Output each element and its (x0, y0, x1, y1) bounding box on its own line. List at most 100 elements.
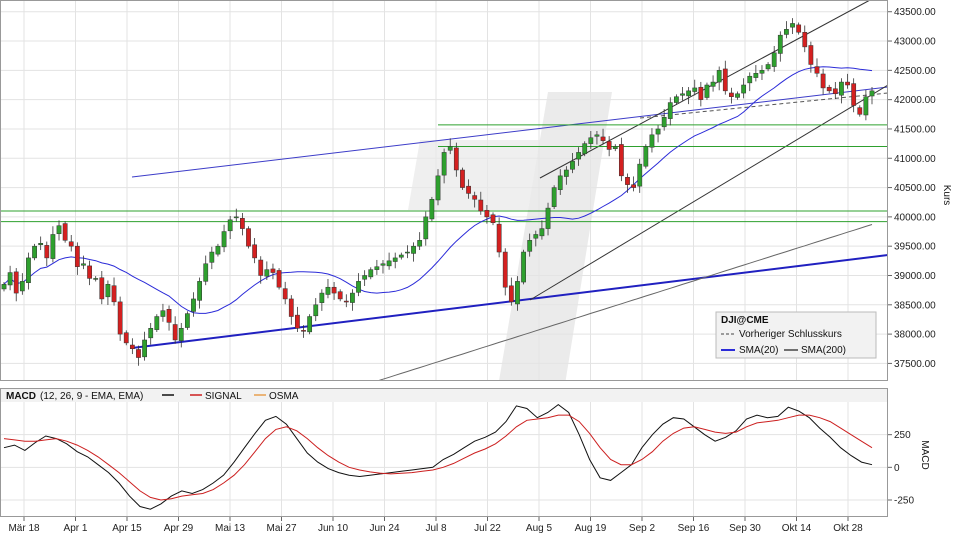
candle-body-down (808, 45, 814, 65)
candle (502, 248, 508, 296)
candle-body-down (453, 147, 459, 171)
candle-body-up (790, 23, 795, 28)
candle-body-down (276, 270, 282, 288)
candle-body-down (301, 330, 306, 332)
candle (845, 73, 850, 89)
candle-body-down (508, 285, 514, 303)
candle-body-down (618, 144, 624, 177)
candle-body-up (588, 137, 594, 144)
candle (105, 280, 111, 306)
candle-body-down (295, 314, 300, 329)
candle (374, 259, 380, 275)
candle (808, 41, 814, 73)
candle-body-up (380, 263, 386, 266)
price-y-tick-label: 39500.00 (894, 242, 936, 253)
candle (826, 84, 832, 94)
x-tick-label: Sep 16 (678, 523, 710, 534)
price-y-tick-label: 41500.00 (894, 124, 936, 135)
candle (545, 202, 551, 236)
candle (655, 125, 661, 143)
candle (710, 75, 716, 92)
candle-body-up (747, 75, 753, 84)
candle (594, 131, 600, 145)
price-y-tick-label: 38000.00 (894, 330, 936, 341)
price-y-tick-label: 42500.00 (894, 66, 936, 77)
candle (741, 78, 747, 99)
candle-body-up (411, 245, 416, 254)
candle-body-down (240, 218, 245, 229)
legend-instrument: DJI@CME (721, 315, 769, 326)
x-tick-label: Jun 24 (369, 523, 399, 534)
candle-body-up (197, 281, 202, 301)
x-tick-label: Apr 15 (112, 523, 142, 534)
candle-body-up (215, 245, 221, 255)
candle (625, 173, 630, 193)
candle (307, 314, 313, 335)
candle (729, 87, 734, 104)
price-y-tick-label: 43000.00 (894, 37, 936, 48)
macd-osma-label: OSMA (269, 391, 299, 402)
candle (288, 295, 294, 325)
candle (398, 252, 404, 260)
candle (851, 78, 857, 113)
candle (759, 65, 765, 81)
candle-body-up (527, 240, 533, 252)
candle (258, 256, 264, 284)
candle-body-down (99, 277, 105, 300)
candle-body-up (680, 93, 685, 96)
candle-body-up (784, 29, 789, 35)
candle (68, 234, 74, 252)
candle (233, 208, 239, 222)
candle (74, 242, 80, 275)
candle (588, 131, 594, 149)
macd-header-bar (0, 388, 888, 402)
macd-y-tick-label: -250 (894, 496, 914, 507)
candle (87, 260, 92, 286)
candle (32, 243, 37, 261)
candle (203, 255, 209, 286)
sma-20-path (3, 66, 873, 314)
candle-body-up (539, 228, 545, 237)
price-legend: DJI@CME Vorheriger Schlusskurs SMA(20) S… (715, 311, 877, 359)
candle-body-up (93, 278, 99, 280)
candle-body-up (154, 316, 160, 330)
candle (350, 289, 355, 311)
candle (539, 220, 545, 240)
candle (209, 246, 215, 270)
candle (637, 158, 643, 193)
candle-body-up (221, 231, 227, 248)
candle (38, 236, 44, 251)
candle-body-up (368, 269, 374, 278)
candle-body-down (74, 245, 80, 267)
candle (796, 22, 802, 35)
macd-lines (3, 403, 873, 510)
candle (417, 232, 423, 250)
candle (527, 233, 533, 257)
x-tick-label: Okt 14 (782, 523, 812, 534)
price-y-tick-label: 37500.00 (894, 359, 936, 370)
candle-body-down (722, 68, 728, 92)
candle-body-down (472, 195, 478, 200)
candle (521, 249, 526, 285)
candle-body-up (160, 310, 166, 317)
candle-body-down (62, 223, 68, 241)
candle-body-up (759, 70, 765, 74)
candle-body-up (142, 339, 147, 358)
price-y-tick-label: 40000.00 (894, 212, 936, 223)
candle-body-up (233, 216, 239, 219)
candle-body-up (227, 219, 233, 232)
candle-body-down (832, 88, 838, 95)
candle-body-down (288, 298, 294, 317)
candle-body-up (1, 284, 7, 290)
candle (142, 331, 147, 361)
candle-body-up (19, 281, 25, 292)
candle-body-down (845, 81, 850, 86)
candle-body-up (741, 84, 747, 94)
candle-body-down (136, 349, 141, 358)
candle (832, 82, 838, 100)
candle-body-up (307, 316, 313, 333)
candle-body-up (50, 234, 56, 259)
candle (166, 305, 172, 331)
candle (869, 87, 875, 105)
